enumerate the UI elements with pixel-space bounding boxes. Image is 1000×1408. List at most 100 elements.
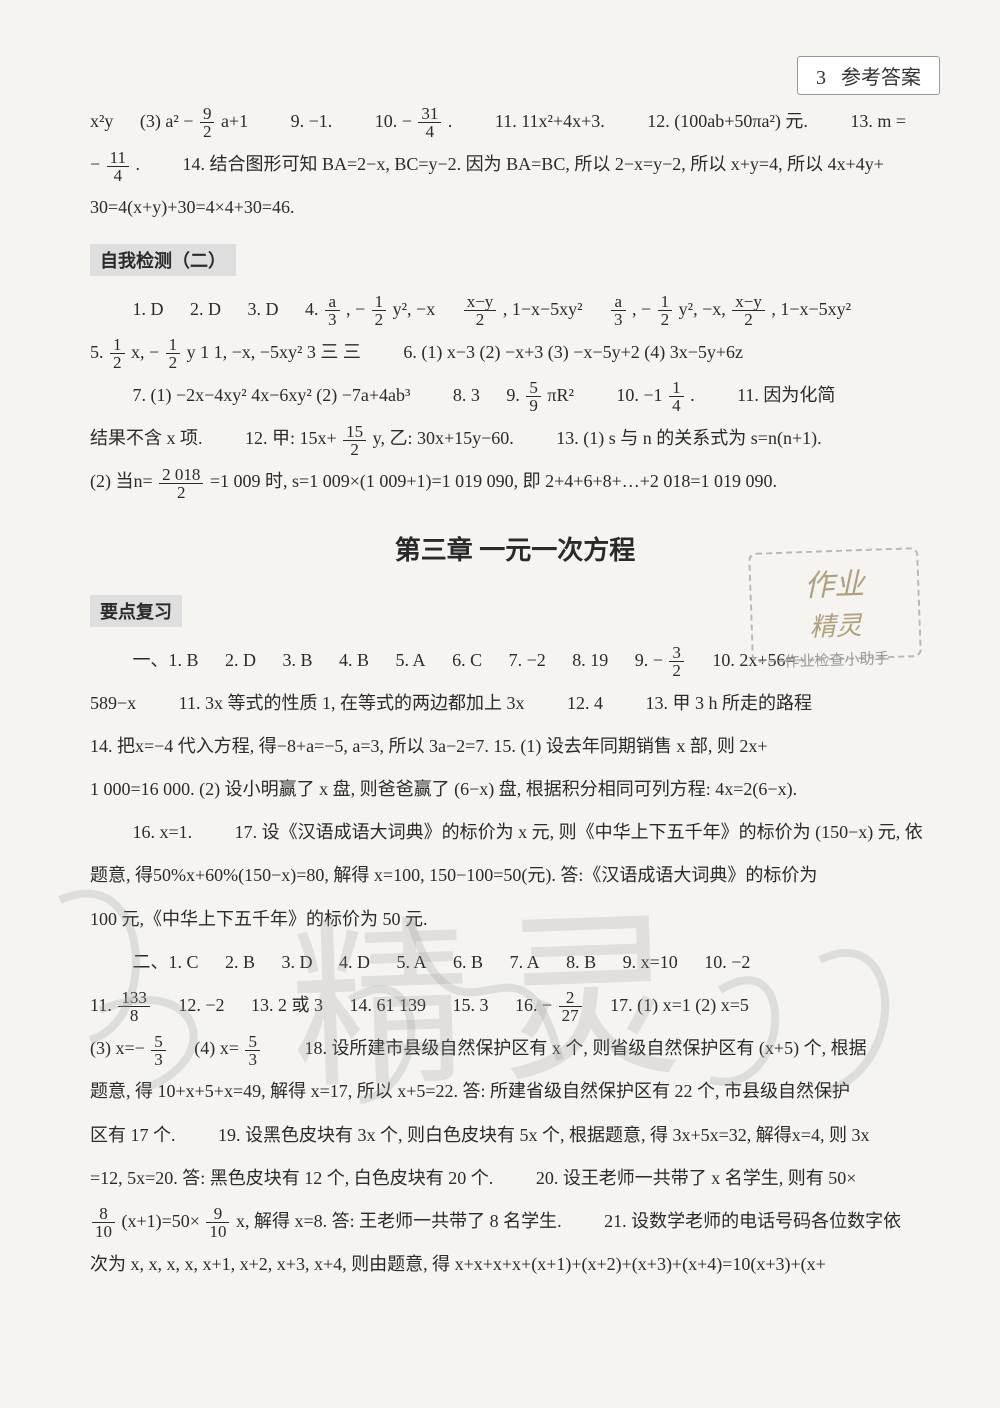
text: 题意, 得50%x+60%(150−x)=80, 解得 x=100, 150−1…: [90, 865, 817, 885]
fraction: 12: [658, 293, 673, 328]
s2-r15: 次为 x, x, x, x, x+1, x+2, x+3, x+4, 则由题意,…: [90, 1243, 940, 1286]
text: 21. 设数学老师的电话号码各位数字依: [604, 1211, 901, 1231]
fraction: 12: [372, 293, 387, 328]
fraction: x−y2: [464, 293, 497, 328]
text: πR²: [547, 385, 574, 405]
text: 2. D: [190, 299, 221, 319]
text: y 1 1, −x, −5xy² 3 三 三: [187, 342, 361, 362]
text: −: [90, 154, 100, 174]
text: , −: [346, 299, 365, 319]
text: 13. m =: [850, 111, 906, 131]
text: 12. (100ab+50πa²) 元.: [647, 111, 808, 131]
fraction: 910: [206, 1205, 229, 1240]
text: 14. 结合图形可知 BA=2−x, BC=y−2. 因为 BA=BC, 所以 …: [183, 154, 884, 174]
text: 10. −1: [616, 385, 662, 405]
s1-row5: (2) 当n= 2 0182 =1 009 时, s=1 009×(1 009+…: [90, 460, 940, 503]
text: 11. 因为化简: [737, 385, 835, 405]
s2-r5: 16. x=1. 17. 设《汉语成语大词典》的标价为 x 元, 则《中华上下五…: [90, 811, 940, 854]
text: 11. 11x²+4x+3.: [495, 111, 605, 131]
text: 区有 17 个.: [90, 1125, 176, 1145]
text: 5.: [90, 342, 104, 362]
s2-r10: (3) x=− 53 (4) x= 53 18. 设所建市县级自然保护区有 x …: [90, 1027, 940, 1070]
text: 2. B: [225, 952, 255, 972]
text: 17. 设《汉语成语大词典》的标价为 x 元, 则《中华上下五千年》的标价为 (…: [235, 822, 923, 842]
fraction: 53: [151, 1033, 166, 1068]
top-line-1: x²y (3) a² − 92 a+1 9. −1. 10. − 314 . 1…: [90, 100, 940, 143]
text: 13. (1) s 与 n 的关系式为 s=n(n+1).: [556, 428, 821, 448]
text: 次为 x, x, x, x, x+1, x+2, x+3, x+4, 则由题意,…: [90, 1254, 826, 1274]
text: 15. 3: [453, 995, 489, 1015]
text: 16. x=1.: [133, 822, 193, 842]
fraction: 152: [343, 423, 366, 458]
text: 9. −1.: [291, 111, 333, 131]
fraction: 32: [669, 644, 684, 679]
text: x, −: [131, 342, 159, 362]
text: 11. 3x 等式的性质 1, 在等式的两边都加上 3x: [179, 693, 525, 713]
text: 13. 2 或 3: [251, 995, 323, 1015]
s2-r6: 题意, 得50%x+60%(150−x)=80, 解得 x=100, 150−1…: [90, 854, 940, 897]
s2-r11: 题意, 得 10+x+5+x=49, 解得 x=17, 所以 x+5=22. 答…: [90, 1070, 940, 1113]
text: 11.: [90, 995, 112, 1015]
text: 8. 19: [572, 650, 608, 670]
text: 4. D: [339, 952, 370, 972]
stamp-line2: 精灵: [752, 603, 919, 646]
top-block: x²y (3) a² − 92 a+1 9. −1. 10. − 314 . 1…: [90, 100, 940, 230]
text: , 1−x−5xy²: [503, 299, 583, 319]
text: , 1−x−5xy²: [771, 299, 851, 319]
text: 5. A: [397, 952, 427, 972]
text: 9.: [506, 385, 520, 405]
text: 9. x=10: [623, 952, 678, 972]
text: 10. −: [375, 111, 412, 131]
text: 6. (1) x−3 (2) −x+3 (3) −x−5y+2 (4) 3x−5…: [403, 342, 743, 362]
top-line-3: 30=4(x+y)+30=4×4+30=46.: [90, 186, 940, 229]
text: 6. B: [453, 952, 483, 972]
s2-r4: 1 000=16 000. (2) 设小明赢了 x 盘, 则爸爸赢了 (6−x)…: [90, 768, 940, 811]
text: 14. 把x=−4 代入方程, 得−8+a=−5, a=3, 所以 3a−2=7…: [90, 736, 767, 756]
fraction: 12: [110, 336, 125, 371]
text: (2) 当n=: [90, 471, 153, 491]
text: 二、1. C: [133, 952, 199, 972]
text: 3. B: [283, 650, 313, 670]
text: 17. (1) x=1 (2) x=5: [610, 995, 749, 1015]
text: 9. −: [635, 650, 663, 670]
text: (3) x=−: [90, 1038, 145, 1058]
s1-row1: 1. D 2. D 3. D 4. a3 , − 12 y², −x x−y2 …: [90, 288, 940, 331]
fraction: 114: [107, 149, 129, 184]
text: 4.: [305, 299, 319, 319]
fraction: x−y2: [732, 293, 765, 328]
s1-row4: 结果不含 x 项. 12. 甲: 15x+ 152 y, 乙: 30x+15y−…: [90, 417, 940, 460]
text: 5. A: [396, 650, 426, 670]
text: x²y: [90, 111, 113, 131]
text: 13. 甲 3 h 所走的路程: [646, 693, 813, 713]
text: 7. A: [510, 952, 540, 972]
fraction: a3: [611, 293, 626, 328]
section-header-2: 要点复习: [90, 595, 182, 627]
stamp-box: 作业 精灵 作业检查小助手: [748, 547, 922, 663]
s2-r3: 14. 把x=−4 代入方程, 得−8+a=−5, a=3, 所以 3a−2=7…: [90, 725, 940, 768]
text: 16. −: [515, 995, 552, 1015]
text: 12. −2: [178, 995, 224, 1015]
s2-r2: 589−x 11. 3x 等式的性质 1, 在等式的两边都加上 3x 12. 4…: [90, 682, 940, 725]
text: a+1: [221, 111, 248, 131]
text: 7. (1) −2x−4xy² 4x−6xy² (2) −7a+4ab³: [133, 385, 411, 405]
s1-row3: 7. (1) −2x−4xy² 4x−6xy² (2) −7a+4ab³ 8. …: [90, 374, 940, 417]
fraction: 1338: [118, 989, 150, 1024]
s2-r7: 100 元,《中华上下五千年》的标价为 50 元.: [90, 898, 940, 941]
text: 8. 3: [453, 385, 480, 405]
text: 10. −2: [704, 952, 750, 972]
text: 30=4(x+y)+30=4×4+30=46.: [90, 197, 295, 217]
text: 100 元,《中华上下五千年》的标价为 50 元.: [90, 909, 428, 929]
text: 2. D: [225, 650, 256, 670]
text: 3. D: [282, 952, 313, 972]
header-tab-num: 3: [816, 67, 826, 89]
text: 结果不含 x 项.: [90, 428, 203, 448]
s2-r12: 区有 17 个. 19. 设黑色皮块有 3x 个, 则白色皮块有 5x 个, 根…: [90, 1114, 940, 1157]
section2-block: 一、1. B 2. D 3. B 4. B 5. A 6. C 7. −2 8.…: [90, 639, 940, 1287]
text: 题意, 得 10+x+5+x=49, 解得 x=17, 所以 x+5=22. 答…: [90, 1081, 850, 1101]
stamp-line1: 作业: [750, 557, 917, 607]
fraction: 59: [526, 379, 541, 414]
s1-row2: 5. 12 x, − 12 y 1 1, −x, −5xy² 3 三 三 6. …: [90, 331, 940, 374]
text: =12, 5x=20. 答: 黑色皮块有 12 个, 白色皮块有 20 个.: [90, 1168, 493, 1188]
fraction: 53: [245, 1033, 260, 1068]
text: .: [690, 385, 695, 405]
